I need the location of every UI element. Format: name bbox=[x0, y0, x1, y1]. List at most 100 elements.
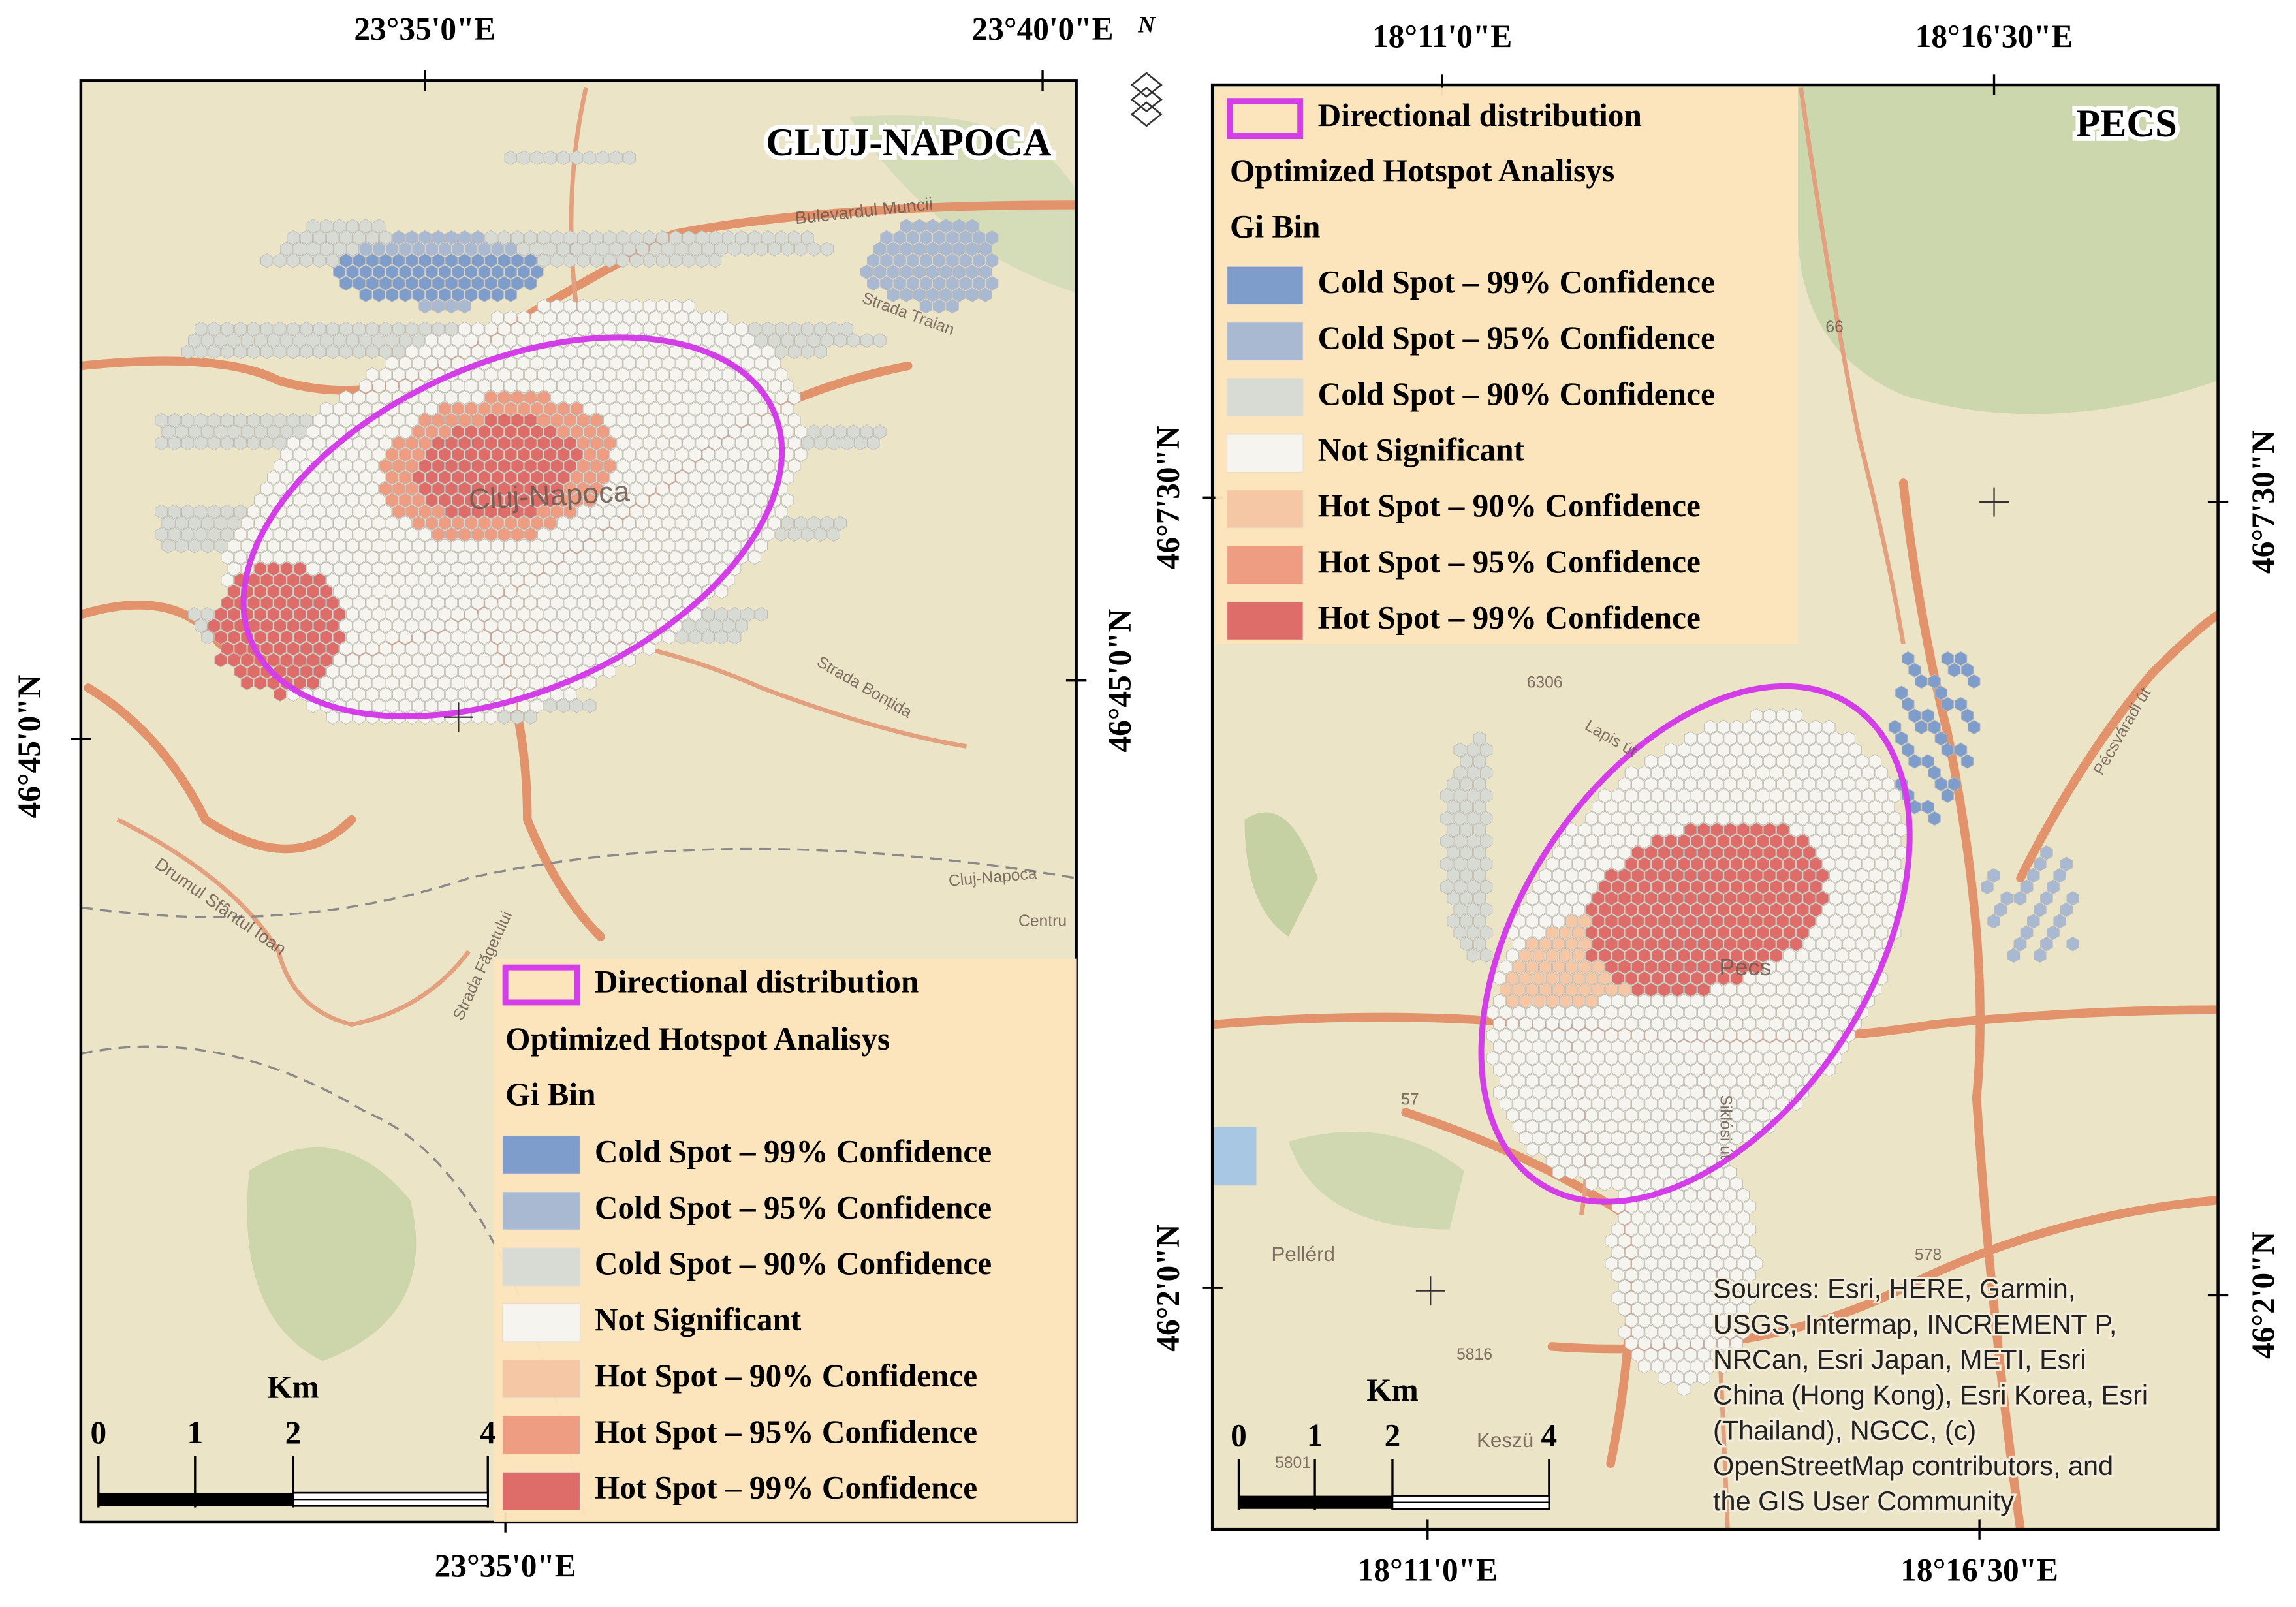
hexbin bbox=[234, 321, 247, 337]
hexbin bbox=[458, 230, 471, 245]
hexbin bbox=[458, 435, 471, 451]
hexbin bbox=[1671, 936, 1684, 952]
hexbin bbox=[715, 447, 729, 462]
hexbin bbox=[1677, 1290, 1691, 1305]
hexbin bbox=[557, 698, 571, 713]
hexbin bbox=[1579, 868, 1592, 883]
hexbin bbox=[570, 401, 584, 416]
hexbin bbox=[1763, 708, 1776, 723]
hexbin bbox=[1671, 1050, 1684, 1066]
hexbin bbox=[1605, 1096, 1618, 1112]
hexbin bbox=[405, 664, 418, 679]
hexbin bbox=[1493, 1062, 1506, 1077]
hexbin bbox=[570, 698, 584, 713]
hexbin bbox=[405, 481, 418, 497]
hexbin bbox=[1479, 879, 1493, 895]
hexbin bbox=[781, 401, 794, 416]
hexbin bbox=[306, 538, 320, 554]
hexbin bbox=[1895, 685, 1908, 700]
hexbin bbox=[1592, 1142, 1605, 1157]
hexbin bbox=[511, 550, 524, 565]
hexbin bbox=[1624, 1039, 1638, 1054]
hexbin bbox=[333, 242, 346, 257]
hexbin bbox=[412, 424, 425, 439]
hexbin bbox=[662, 584, 676, 599]
hexbin bbox=[359, 584, 373, 599]
hexbin bbox=[346, 333, 359, 348]
hexbin bbox=[1842, 868, 1855, 883]
hexbin bbox=[1802, 913, 1816, 929]
hexbin bbox=[1466, 811, 1480, 826]
hexbin bbox=[781, 379, 794, 394]
hexbin bbox=[234, 504, 247, 520]
hexbin bbox=[1802, 891, 1816, 906]
hexbin bbox=[1513, 1096, 1526, 1112]
hexbin bbox=[359, 379, 373, 394]
hexbin bbox=[1684, 1027, 1697, 1043]
hexbin bbox=[1836, 971, 1849, 986]
hexbin bbox=[326, 710, 339, 725]
hexbin bbox=[445, 664, 458, 679]
hexbin bbox=[438, 356, 452, 371]
hexbin bbox=[1763, 1096, 1776, 1112]
hexbin bbox=[603, 618, 616, 634]
hexbin bbox=[1704, 948, 1717, 963]
hexbin bbox=[1756, 834, 1770, 849]
hexbin bbox=[1631, 1027, 1644, 1043]
hexbin bbox=[1888, 856, 1902, 872]
hexbin bbox=[1881, 891, 1895, 906]
hexbin bbox=[1743, 1085, 1757, 1100]
hexbin bbox=[557, 470, 571, 485]
hexbin bbox=[537, 618, 550, 634]
hexbin bbox=[563, 550, 577, 565]
hexbin bbox=[787, 527, 801, 542]
hexbin bbox=[1697, 1096, 1710, 1112]
hexbin bbox=[1572, 1062, 1585, 1077]
hexbin bbox=[418, 664, 432, 679]
hexbin bbox=[768, 379, 781, 394]
hexbin bbox=[511, 435, 524, 451]
hexbin bbox=[662, 242, 676, 257]
hexbin bbox=[405, 344, 418, 360]
hexbin bbox=[1836, 1016, 1849, 1031]
hexbin bbox=[616, 550, 629, 565]
hexbin bbox=[1717, 948, 1730, 963]
hexbin bbox=[655, 230, 669, 245]
hexbin bbox=[682, 458, 695, 474]
hexbin bbox=[1677, 1039, 1691, 1054]
attribution: Sources: Esri, HERE, Garmin, bbox=[1713, 1273, 2075, 1304]
hexbin bbox=[616, 435, 629, 451]
hexbin bbox=[280, 470, 293, 485]
hexbin bbox=[1954, 651, 1968, 666]
hexbin bbox=[425, 242, 439, 257]
hexbin bbox=[293, 652, 306, 668]
hexbin bbox=[465, 264, 478, 279]
hexbin bbox=[214, 629, 227, 645]
hexbin bbox=[1500, 1050, 1513, 1066]
hexbin bbox=[1598, 1176, 1612, 1191]
hexbin bbox=[1447, 800, 1460, 815]
hexbin bbox=[280, 333, 293, 348]
map-label: Keszü bbox=[1477, 1429, 1533, 1452]
hexbin bbox=[353, 390, 366, 405]
hexbin bbox=[1558, 993, 1572, 1008]
hexbin bbox=[306, 675, 320, 691]
coordinate-label: 18°11'0"E bbox=[1358, 1552, 1498, 1588]
hexbin bbox=[240, 538, 254, 554]
hexbin bbox=[1796, 1062, 1810, 1077]
hexbin bbox=[1836, 765, 1849, 781]
hexbin bbox=[445, 275, 458, 291]
hexbin bbox=[1585, 1039, 1598, 1054]
hexbin bbox=[1579, 913, 1592, 929]
hexbin bbox=[1552, 1096, 1565, 1112]
hexbin bbox=[1868, 913, 1882, 929]
hexbin bbox=[544, 356, 557, 371]
hexbin-layer bbox=[1440, 651, 2080, 1397]
hexbin bbox=[1730, 948, 1743, 963]
hexbin bbox=[458, 298, 471, 314]
hexbin bbox=[1697, 1073, 1710, 1089]
hexbin bbox=[761, 458, 775, 474]
hexbin bbox=[1558, 1062, 1572, 1077]
hexbin bbox=[306, 493, 320, 508]
hexbin bbox=[1756, 856, 1770, 872]
